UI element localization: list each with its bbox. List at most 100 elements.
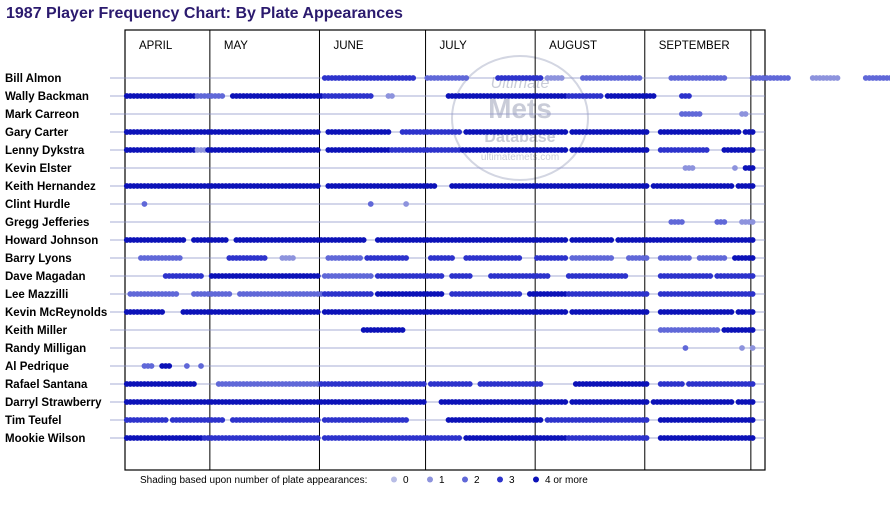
month-label: JULY bbox=[440, 40, 468, 52]
game-dot bbox=[562, 147, 569, 153]
player-label: Barry Lyons bbox=[5, 253, 72, 265]
player-label: Tim Teufel bbox=[5, 415, 61, 427]
game-dot bbox=[643, 129, 650, 135]
game-dot bbox=[643, 147, 650, 153]
game-dot bbox=[403, 417, 410, 423]
game-dot bbox=[562, 255, 569, 261]
game-dot bbox=[261, 255, 268, 261]
game-dot bbox=[562, 129, 569, 135]
game-dot bbox=[420, 381, 427, 387]
game-dot bbox=[749, 255, 756, 261]
game-dot bbox=[544, 273, 551, 279]
player-label: Gregg Jefferies bbox=[5, 217, 89, 229]
game-dot bbox=[562, 309, 569, 315]
game-dot bbox=[558, 75, 565, 81]
player-label: Mookie Wilson bbox=[5, 433, 85, 445]
game-dot bbox=[219, 93, 226, 99]
game-dot bbox=[162, 417, 169, 423]
player-label: Clint Hurdle bbox=[5, 199, 70, 211]
month-label: JUNE bbox=[333, 40, 363, 52]
game-dot bbox=[389, 93, 395, 99]
legend-item: 4 or more bbox=[545, 475, 588, 486]
game-dot bbox=[749, 435, 756, 441]
player-label: Lenny Dykstra bbox=[5, 145, 85, 157]
game-dot bbox=[732, 165, 738, 171]
player-label: Lee Mazzilli bbox=[5, 289, 68, 301]
game-dot bbox=[466, 273, 473, 279]
game-dot bbox=[431, 183, 438, 189]
game-dot bbox=[643, 309, 650, 315]
game-dot bbox=[749, 273, 756, 279]
player-label: Kevin McReynolds bbox=[5, 307, 107, 319]
watermark-line4: ultimatemets.com bbox=[481, 152, 559, 163]
legend-swatch bbox=[497, 476, 503, 483]
game-dot bbox=[191, 381, 197, 387]
game-dot bbox=[314, 273, 321, 279]
game-dot bbox=[314, 309, 321, 315]
player-label: Keith Miller bbox=[5, 325, 68, 337]
game-dot bbox=[367, 201, 374, 207]
game-dot bbox=[643, 183, 650, 189]
legend-item: 3 bbox=[509, 475, 515, 486]
legend-swatch bbox=[533, 476, 539, 483]
game-dot bbox=[689, 165, 696, 171]
game-dot bbox=[887, 75, 890, 81]
game-dot bbox=[721, 75, 728, 81]
player-label: Bill Almon bbox=[5, 73, 61, 85]
game-dot bbox=[749, 381, 756, 387]
game-dot bbox=[141, 201, 148, 207]
game-dot bbox=[721, 219, 728, 225]
game-dot bbox=[749, 417, 756, 423]
game-dot bbox=[622, 273, 629, 279]
game-dot bbox=[176, 255, 183, 261]
game-dot bbox=[749, 237, 756, 243]
game-dot bbox=[222, 237, 229, 243]
legend-prefix: Shading based upon number of plate appea… bbox=[140, 475, 367, 486]
player-label: Randy Milligan bbox=[5, 343, 86, 355]
game-dot bbox=[636, 75, 643, 81]
game-dot bbox=[739, 345, 745, 351]
game-dot bbox=[749, 183, 756, 189]
game-dot bbox=[735, 129, 742, 135]
legend-item: 2 bbox=[474, 475, 480, 486]
player-label: Dave Magadan bbox=[5, 271, 86, 283]
month-label: MAY bbox=[224, 40, 248, 52]
game-dot bbox=[679, 219, 685, 225]
game-dot bbox=[403, 255, 410, 261]
player-label: Wally Backman bbox=[5, 91, 89, 103]
plot-frame bbox=[124, 29, 766, 471]
game-dot bbox=[714, 327, 721, 333]
game-dot bbox=[643, 435, 650, 441]
game-dot bbox=[198, 363, 204, 369]
game-dot bbox=[749, 399, 756, 405]
game-dot bbox=[360, 237, 367, 243]
month-label: SEPTEMBER bbox=[659, 40, 730, 52]
legend-swatch bbox=[427, 476, 433, 483]
game-dot bbox=[728, 399, 735, 405]
legend-swatch bbox=[462, 476, 468, 483]
game-dot bbox=[219, 417, 226, 423]
game-dot bbox=[728, 183, 735, 189]
player-label: Gary Carter bbox=[5, 127, 69, 139]
game-dot bbox=[728, 309, 735, 315]
game-dot bbox=[438, 291, 445, 297]
game-dot bbox=[399, 327, 406, 333]
game-dot bbox=[749, 291, 756, 297]
game-dot bbox=[537, 417, 544, 423]
game-dot bbox=[516, 255, 523, 261]
legend-item: 1 bbox=[439, 475, 445, 486]
watermark-logo: Ultimate Mets Database ultimatemets.com bbox=[451, 55, 589, 181]
game-dot bbox=[608, 237, 615, 243]
game-dot bbox=[686, 93, 692, 99]
game-dot bbox=[749, 165, 756, 171]
game-dot bbox=[643, 291, 650, 297]
game-dot bbox=[650, 93, 657, 99]
game-dot bbox=[608, 255, 615, 261]
game-dot bbox=[682, 345, 689, 351]
game-dot bbox=[166, 363, 173, 369]
player-label: Mark Carreon bbox=[5, 109, 79, 121]
player-label: Darryl Strawberry bbox=[5, 397, 102, 409]
game-dot bbox=[180, 237, 187, 243]
chart-title: 1987 Player Frequency Chart: By Plate Ap… bbox=[6, 5, 403, 22]
